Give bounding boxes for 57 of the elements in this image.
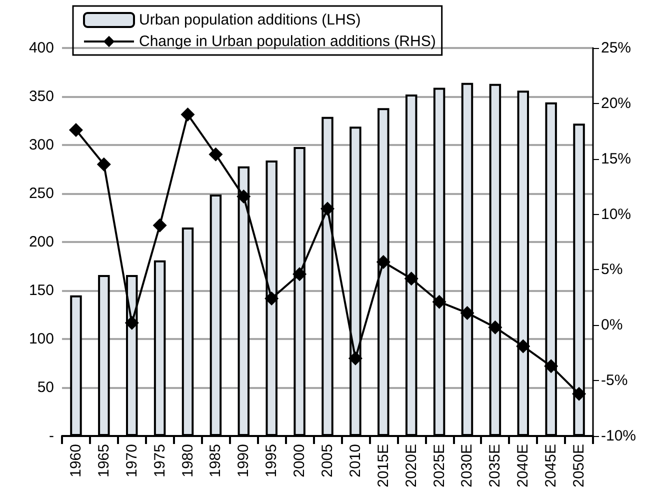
y2-tick-label: 0% <box>601 316 623 334</box>
legend-label: Urban population additions (LHS) <box>139 12 361 28</box>
point <box>152 218 167 232</box>
x-tick-label: 2005 <box>319 444 336 478</box>
y-tick-label: 150 <box>28 282 54 299</box>
x-tick-label: 2035E <box>486 444 504 488</box>
point <box>236 190 251 204</box>
y2-tick-label: -10% <box>601 428 636 444</box>
x-tick-label: 1970 <box>123 444 140 478</box>
y-tick-label: 300 <box>28 136 54 154</box>
x-tick-label: 1960 <box>67 444 84 478</box>
point <box>264 292 279 306</box>
x-tick-label: 1980 <box>179 444 196 478</box>
point <box>572 386 586 401</box>
point <box>320 202 334 216</box>
x-tick-label: 2045E <box>542 444 560 488</box>
point <box>488 320 502 334</box>
y-tick-label: 100 <box>28 330 54 348</box>
x-tick-label: 2040E <box>514 444 532 488</box>
x-tick-label: 2030E <box>458 444 476 488</box>
x-tick-label: 1990 <box>235 444 252 478</box>
point <box>292 267 307 282</box>
y2-tick-label: 10% <box>601 206 632 223</box>
x-tick-label: 2010 <box>346 444 364 478</box>
y2-tick-label: 15% <box>601 150 632 168</box>
x-tick-label: 2000 <box>291 444 308 478</box>
y2-tick-label: -5% <box>601 372 628 390</box>
x-tick-label: 1965 <box>95 444 112 478</box>
y-tick-label: 200 <box>28 234 54 250</box>
point <box>208 147 223 162</box>
x-tick-label: 1985 <box>207 444 224 478</box>
y2-tick-label: 25% <box>601 40 632 56</box>
y-tick-label: 400 <box>28 40 54 56</box>
x-tick-label: 2025E <box>430 444 448 488</box>
point <box>544 359 558 374</box>
point <box>376 254 390 269</box>
point <box>516 339 530 354</box>
point <box>68 123 83 138</box>
y-tick-label: 250 <box>28 185 54 202</box>
point <box>348 351 362 366</box>
x-tick-label: 2015E <box>374 444 392 488</box>
x-tick-label: 1975 <box>151 444 168 478</box>
point <box>124 316 139 330</box>
point <box>460 306 474 320</box>
point <box>432 294 446 309</box>
y2-tick-label: 20% <box>601 94 632 112</box>
point <box>96 157 111 172</box>
y2-tick-label: 5% <box>601 261 623 278</box>
legend-label: Change in Urban population additions (RHS) <box>139 33 436 50</box>
x-tick-label: 2050E <box>570 444 588 488</box>
point <box>180 108 195 122</box>
point <box>404 272 418 286</box>
y-tick-label: 350 <box>28 88 54 105</box>
x-tick-label: 2020E <box>402 444 420 488</box>
y-tick-label: - <box>49 428 54 444</box>
y-tick-label: 50 <box>37 379 54 396</box>
x-tick-label: 1995 <box>263 444 280 478</box>
